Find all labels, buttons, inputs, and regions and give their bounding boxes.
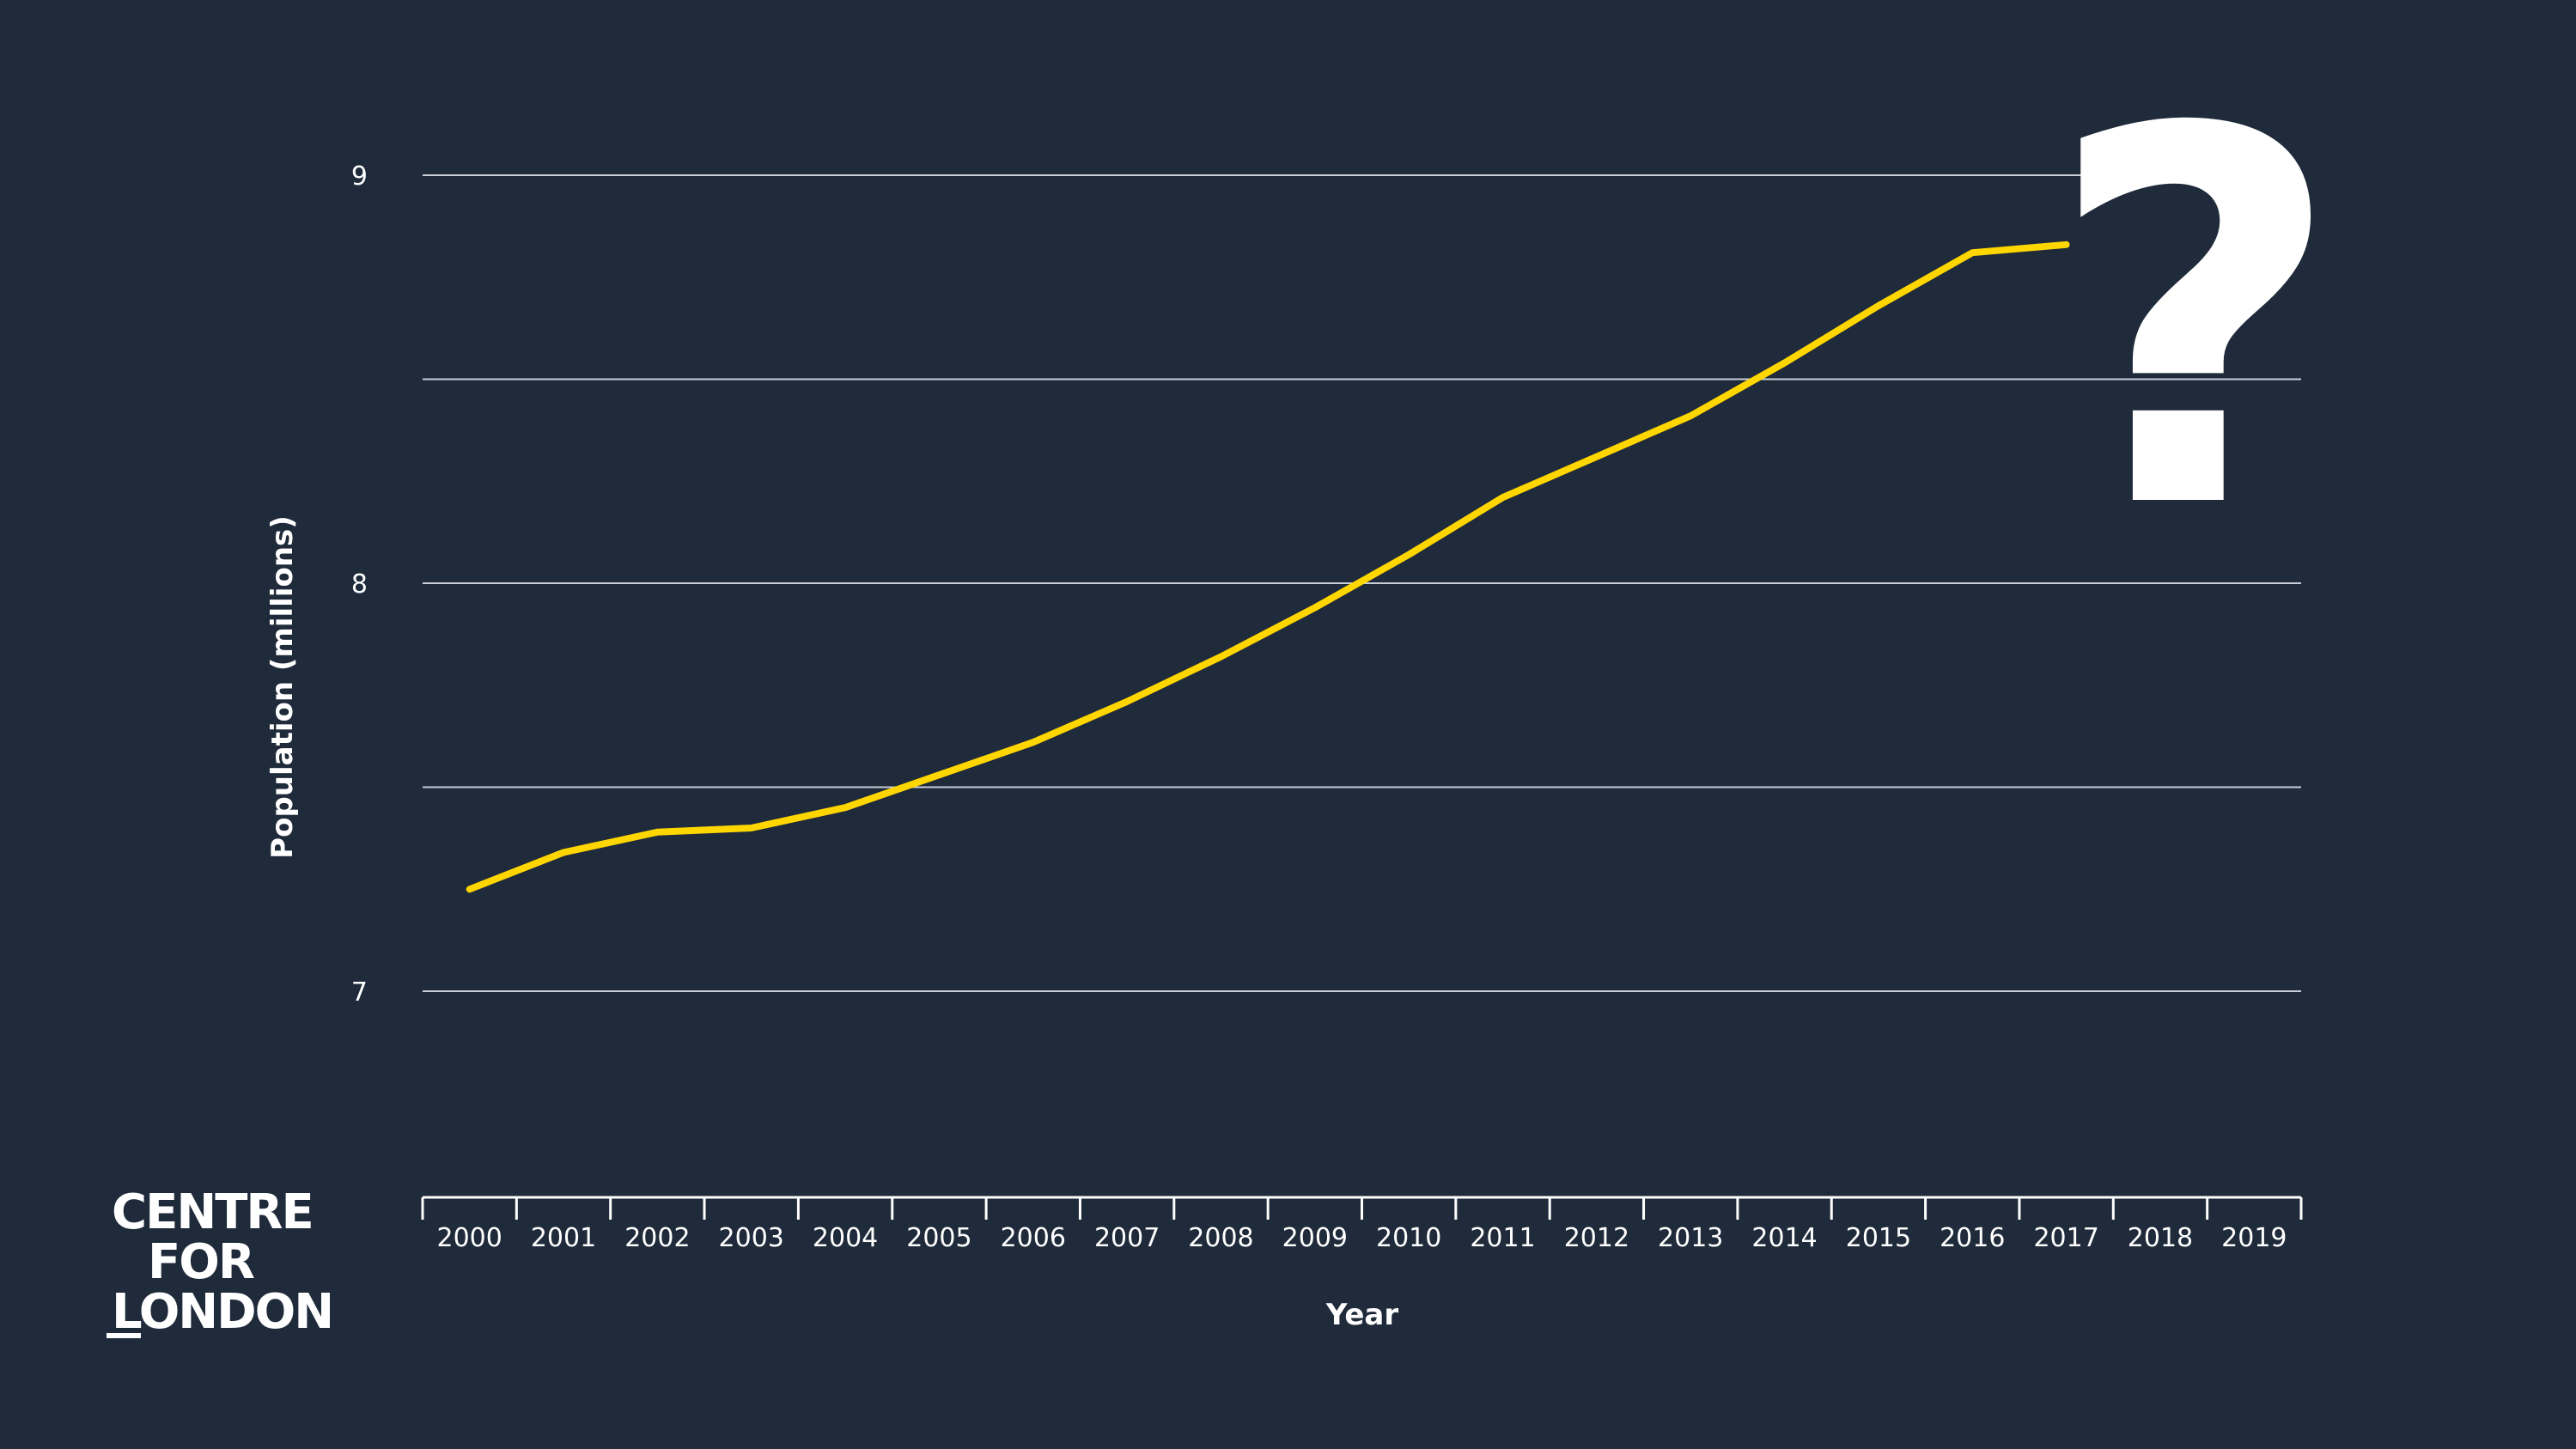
x-axis-label: Year — [1325, 1298, 1399, 1332]
x-tick-label: 2009 — [1282, 1223, 1348, 1253]
logo-line-2: FOR — [148, 1234, 254, 1290]
x-tick-label: 2014 — [1751, 1223, 1817, 1253]
x-tick-label: 2006 — [1001, 1223, 1066, 1253]
y-tick-label: 9 — [351, 161, 368, 192]
x-tick-label: 2013 — [1658, 1223, 1723, 1253]
x-tick-label: 2001 — [531, 1223, 596, 1253]
logo-line-3: LONDON — [112, 1284, 332, 1340]
x-tick-label: 2000 — [436, 1223, 502, 1253]
series-line-0 — [466, 240, 2070, 893]
x-axis — [421, 1196, 2303, 1220]
x-tick-label: 2003 — [719, 1223, 784, 1253]
x-tick-label: 2005 — [906, 1223, 971, 1253]
x-tick-label: 2018 — [2128, 1223, 2193, 1253]
x-tick-label: 2017 — [2033, 1223, 2098, 1253]
series-lines — [466, 240, 2070, 893]
x-tick-label: 2012 — [1564, 1223, 1629, 1253]
x-tick-label: 2007 — [1094, 1223, 1160, 1253]
y-axis-label: Population (millions) — [265, 515, 300, 859]
y-axis-ticks: 9 8 7 — [351, 161, 368, 1008]
x-tick-label: 2010 — [1376, 1223, 1441, 1253]
logo-underline — [107, 1333, 141, 1338]
x-axis-ticks: 2000 2001 2002 2003 2004 2005 2006 2007 2008 2009… — [436, 1223, 2287, 1253]
y-tick-label: 7 — [351, 977, 368, 1008]
question-mark-annotation: ? — [2045, 21, 2344, 622]
x-tick-label: 2008 — [1188, 1223, 1253, 1253]
logo-line-1: CENTRE — [112, 1184, 313, 1240]
centre-for-london-logo: CENTRE FOR LONDON — [107, 1184, 334, 1340]
x-tick-label: 2002 — [624, 1223, 690, 1253]
x-tick-label: 2004 — [813, 1223, 878, 1253]
y-tick-label: 8 — [351, 569, 368, 600]
x-tick-label: 2016 — [1940, 1223, 2005, 1253]
x-tick-label: 2019 — [2221, 1223, 2287, 1253]
x-tick-label: 2015 — [1846, 1223, 1911, 1253]
x-tick-label: 2011 — [1470, 1223, 1535, 1253]
